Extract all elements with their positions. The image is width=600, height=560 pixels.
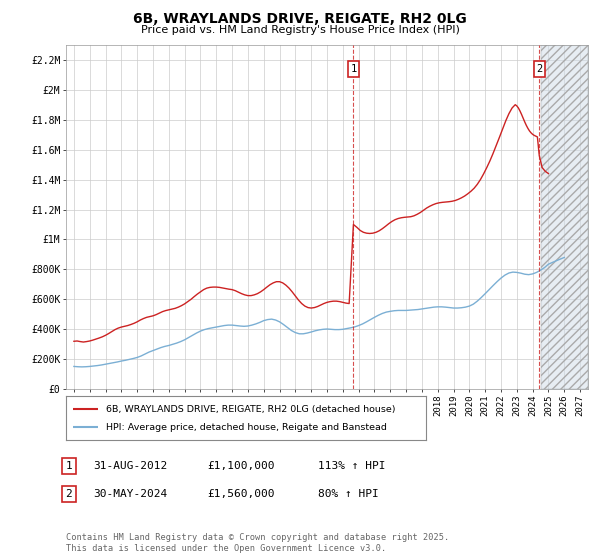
Text: 30-MAY-2024: 30-MAY-2024 — [93, 489, 167, 499]
Text: 2: 2 — [536, 64, 542, 74]
Text: HPI: Average price, detached house, Reigate and Banstead: HPI: Average price, detached house, Reig… — [106, 423, 386, 432]
Text: 113% ↑ HPI: 113% ↑ HPI — [318, 461, 386, 471]
Text: 1: 1 — [350, 64, 356, 74]
Text: 31-AUG-2012: 31-AUG-2012 — [93, 461, 167, 471]
Text: 2: 2 — [65, 489, 73, 499]
Text: 6B, WRAYLANDS DRIVE, REIGATE, RH2 0LG (detached house): 6B, WRAYLANDS DRIVE, REIGATE, RH2 0LG (d… — [106, 404, 395, 413]
Text: 6B, WRAYLANDS DRIVE, REIGATE, RH2 0LG: 6B, WRAYLANDS DRIVE, REIGATE, RH2 0LG — [133, 12, 467, 26]
Text: £1,100,000: £1,100,000 — [207, 461, 275, 471]
Text: £1,560,000: £1,560,000 — [207, 489, 275, 499]
Text: 1: 1 — [65, 461, 73, 471]
Text: 80% ↑ HPI: 80% ↑ HPI — [318, 489, 379, 499]
Text: Price paid vs. HM Land Registry's House Price Index (HPI): Price paid vs. HM Land Registry's House … — [140, 25, 460, 35]
Text: Contains HM Land Registry data © Crown copyright and database right 2025.
This d: Contains HM Land Registry data © Crown c… — [66, 533, 449, 553]
